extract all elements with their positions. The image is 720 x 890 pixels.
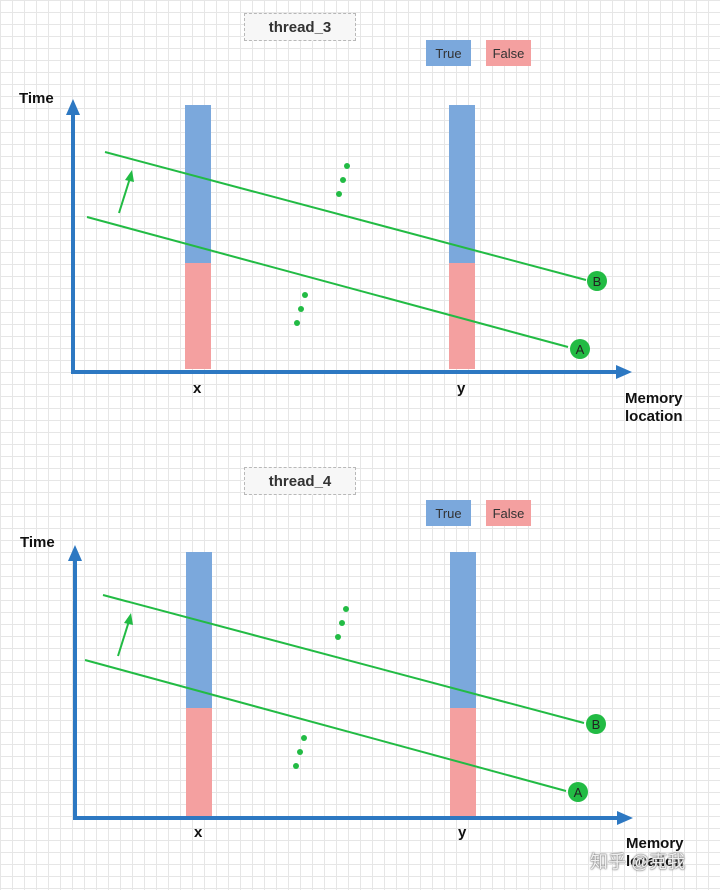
ellipsis-dot <box>339 620 345 626</box>
y-axis-arrowhead <box>66 99 80 115</box>
line-a <box>86 216 569 348</box>
x-tick-y: y <box>458 824 467 841</box>
up-arrow-head <box>125 170 134 182</box>
line-b <box>102 594 585 724</box>
x-axis-label: Memory location <box>626 835 684 871</box>
watermark: 知乎 @克我 <box>590 852 686 872</box>
node-a-label: A <box>574 785 583 800</box>
bar-y-true <box>450 552 476 708</box>
y-axis-label: Time <box>20 534 55 551</box>
x-axis-arrowhead <box>617 811 633 825</box>
x-tick-y: y <box>457 380 466 397</box>
y-axis-arrowhead <box>68 545 82 561</box>
diagram-panel-thread-3: B A thread_3 True False Time Memory loca… <box>19 13 683 426</box>
node-a-label: A <box>576 342 585 357</box>
ellipsis-dot <box>294 320 300 326</box>
node-b <box>586 714 606 734</box>
legend-false: False <box>486 40 531 66</box>
ellipsis-dot <box>343 606 349 612</box>
up-arrow-icon <box>117 620 130 657</box>
diagram-title: thread_4 <box>244 467 356 495</box>
x-axis-label-line-2: location <box>625 408 683 425</box>
bar-y-true <box>449 105 475 263</box>
x-axis-label-line-2: location <box>626 853 684 870</box>
legend-true: True <box>426 40 471 66</box>
bar-x-false <box>186 708 212 816</box>
legend-true: True <box>426 500 471 526</box>
line-b <box>104 151 587 281</box>
x-axis-arrowhead <box>616 365 632 379</box>
ellipsis-dot <box>301 735 307 741</box>
ellipsis-dot <box>340 177 346 183</box>
y-axis-label: Time <box>19 90 54 107</box>
node-b-label: B <box>593 274 602 289</box>
x-tick-x: x <box>194 824 203 841</box>
node-a <box>568 782 588 802</box>
diagram-canvas: B A <box>66 99 632 379</box>
diagram-panel-thread-4: B A thread_4 True False Time Memory loca… <box>0 445 720 890</box>
ellipsis-dot <box>302 292 308 298</box>
node-b <box>587 271 607 291</box>
ellipsis-dot <box>297 749 303 755</box>
ellipsis-dot <box>336 191 342 197</box>
diagram-canvas: B A <box>68 545 633 825</box>
x-axis-label-line-1: Memory <box>626 835 684 852</box>
up-arrow-head <box>124 613 133 625</box>
bar-x-true <box>186 552 212 708</box>
up-arrow-icon <box>118 177 131 214</box>
x-axis-label: Memory location <box>625 390 683 426</box>
x-axis-label-line-1: Memory <box>625 390 683 407</box>
bar-x-true <box>185 105 211 263</box>
ellipsis-dot <box>335 634 341 640</box>
node-b-label: B <box>592 717 601 732</box>
ellipsis-dot <box>293 763 299 769</box>
bar-x-false <box>185 263 211 369</box>
node-a <box>570 339 590 359</box>
ellipsis-dot <box>298 306 304 312</box>
line-a <box>84 659 567 792</box>
diagram-title: thread_3 <box>244 13 356 41</box>
ellipsis-dot <box>344 163 350 169</box>
legend-false: False <box>486 500 531 526</box>
x-tick-x: x <box>193 380 202 397</box>
